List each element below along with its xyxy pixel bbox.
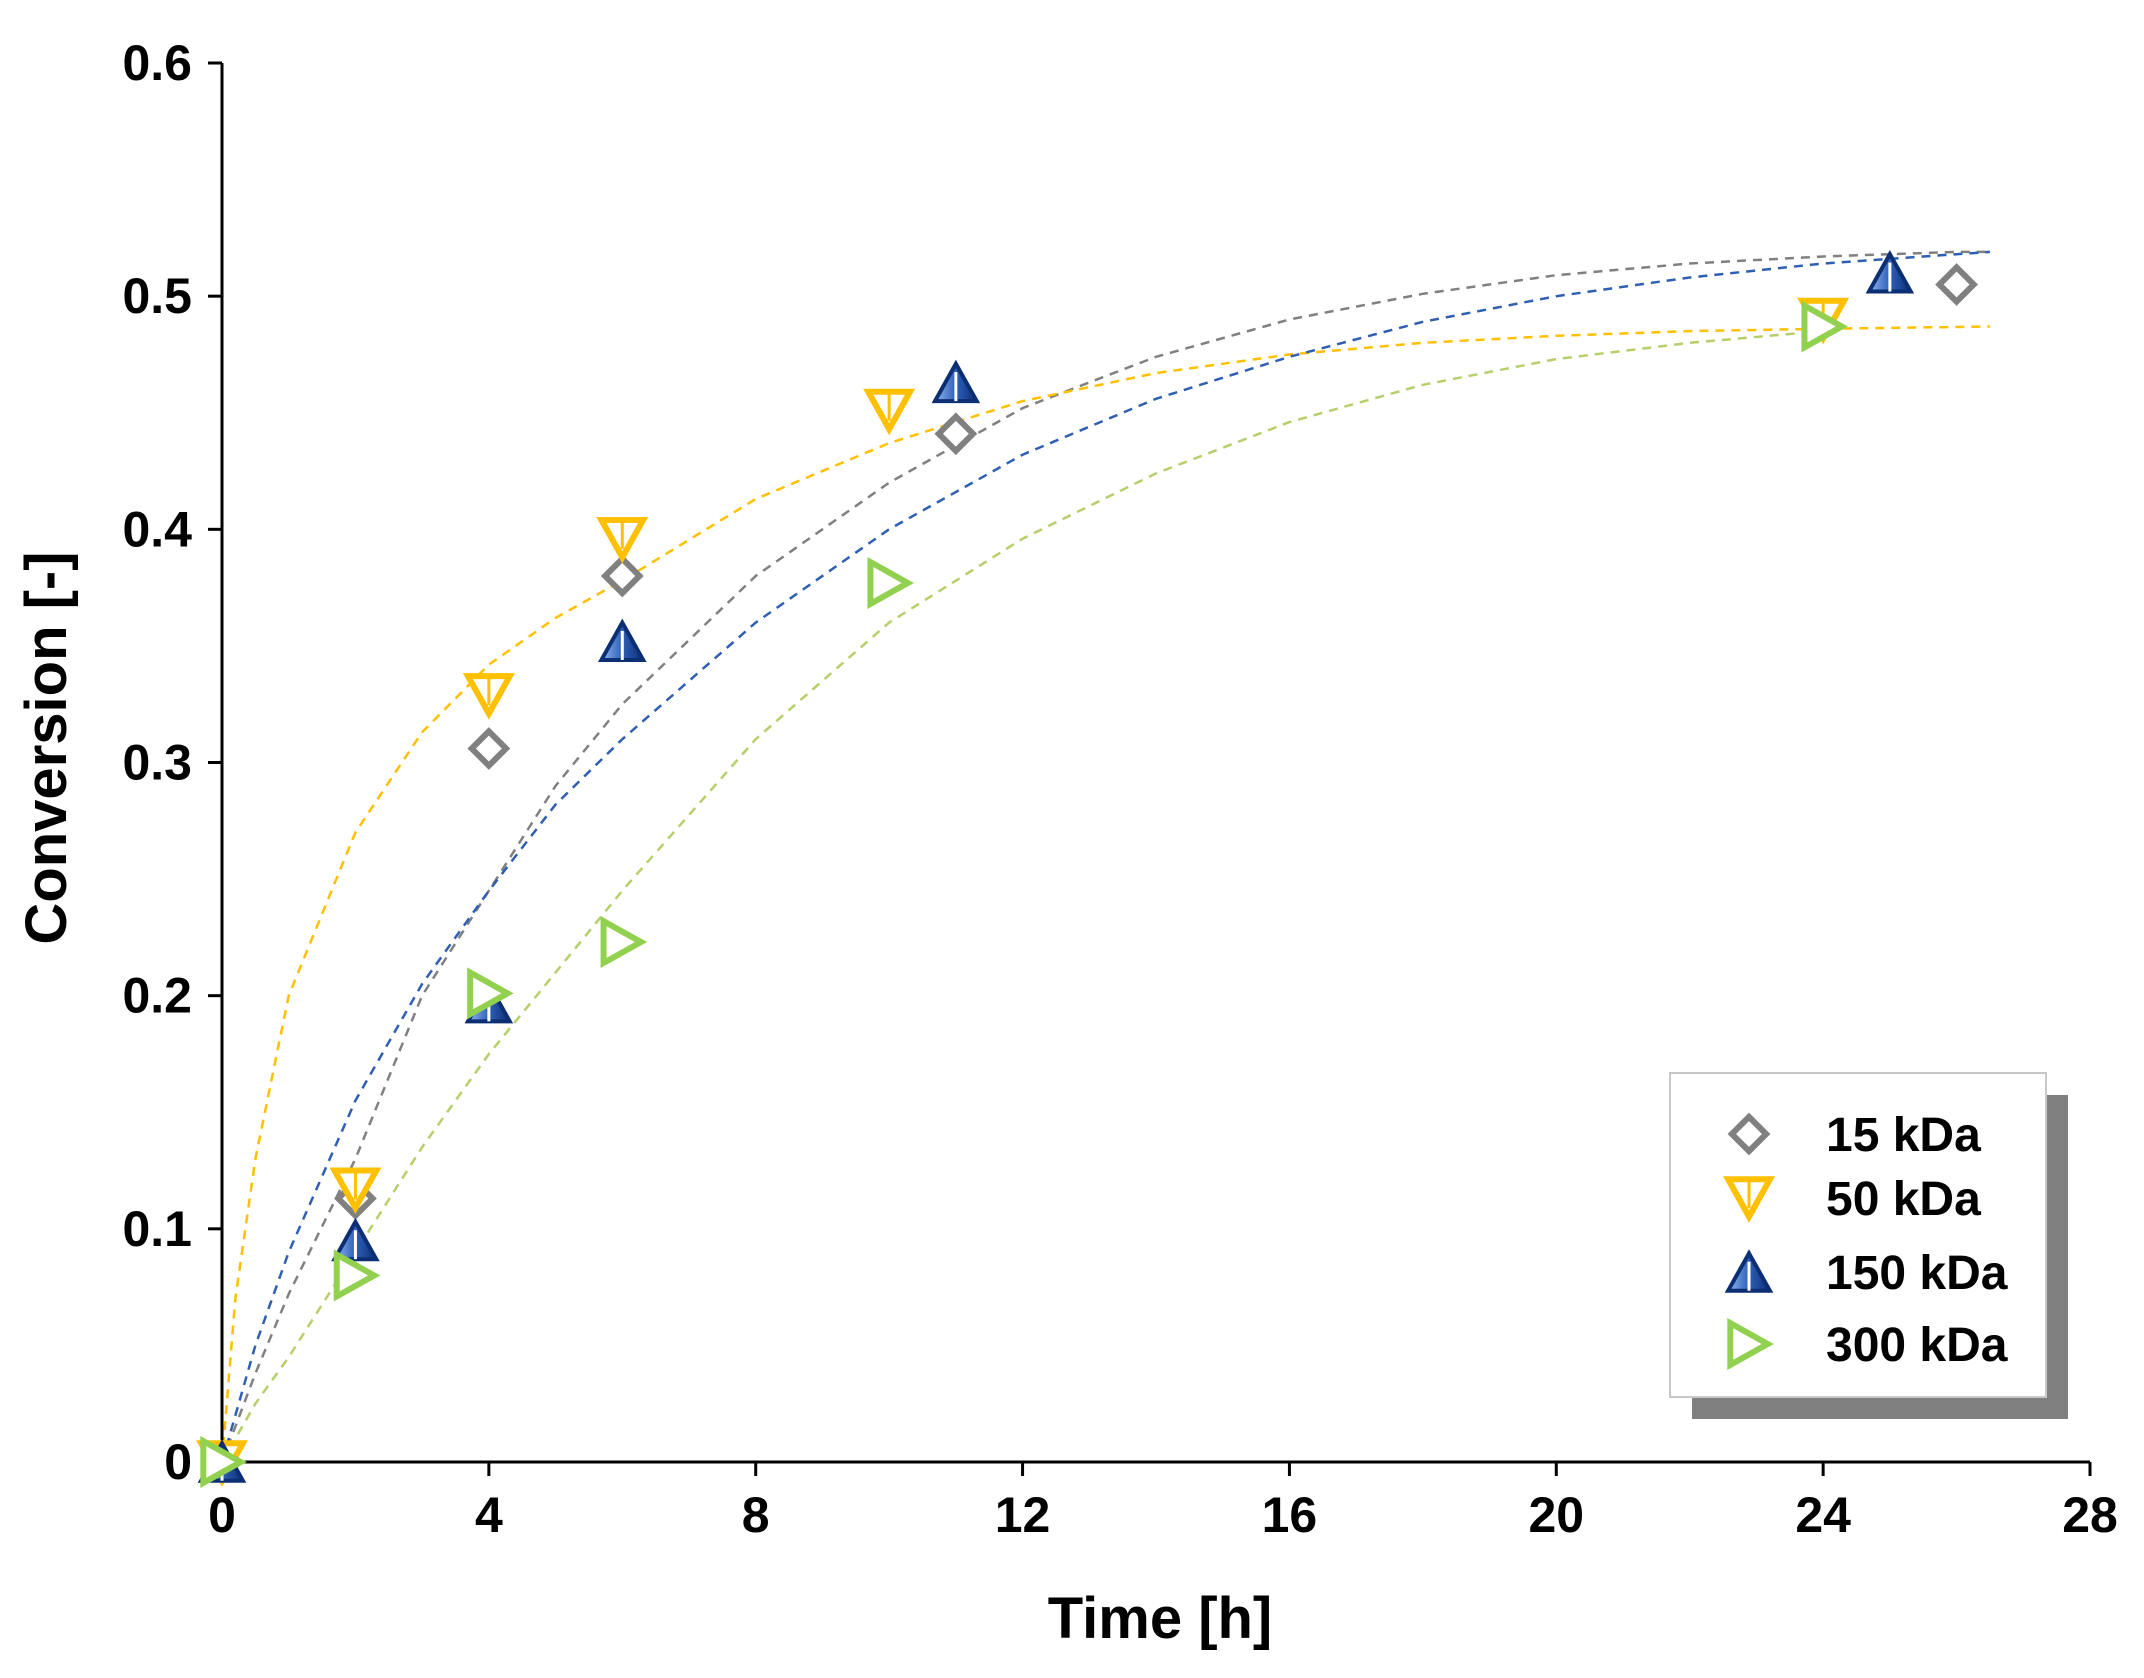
legend-marker-1 [1727,1112,1771,1156]
x-axis-title: Time [h] [1048,1586,1273,1651]
legend-label-4: 300 kDa [1826,1319,2008,1372]
data-point-series2 [863,388,916,436]
x-tick-label: 20 [1528,1487,1584,1543]
legend-marker-2 [1722,1176,1776,1223]
fit-curve-2 [220,325,1990,1463]
data-point-series4 [1801,300,1848,353]
data-point-series4 [467,967,514,1020]
x-tick-label: 0 [208,1487,236,1543]
y-tick-label: 0.2 [122,968,192,1024]
data-point-series1 [934,412,978,456]
y-tick-label: 0.6 [122,35,192,91]
y-tick-label: 0.5 [122,268,192,324]
x-tick-label: 16 [1262,1487,1318,1543]
fit-curve-1 [220,250,1990,1463]
y-tick-label: 0.3 [122,735,192,791]
data-point-series4 [333,1249,381,1302]
y-tick-label: 0 [164,1434,192,1490]
fit-curves [220,250,1990,1463]
data-point-series4 [200,1435,247,1489]
axes: 0 0.1 0.2 0.3 0.4 0.5 0.6 0 4 8 12 16 20 24 28 [122,35,2117,1543]
x-tick-label: 8 [742,1487,770,1543]
data-point-series1 [467,727,511,770]
legend-label-1: 15 kDa [1826,1109,1981,1162]
legend-label-3: 150 kDa [1826,1247,2008,1300]
data-point-series3 [1865,250,1915,294]
data-point-series2 [596,516,649,564]
data-point-series1 [600,554,644,598]
x-tick-label: 4 [475,1487,503,1543]
legend-label-2: 50 kDa [1826,1173,1981,1226]
x-tick-label: 24 [1795,1487,1851,1543]
data-point-series4 [600,916,648,969]
legend-marker-4 [1727,1317,1774,1371]
y-tick-label: 0.4 [122,501,192,557]
data-point-series4 [867,556,914,609]
data-point-series2 [462,673,515,720]
fit-curve-3 [220,250,1990,1463]
fit-curve-4 [220,329,1824,1463]
data-point-series2 [329,1167,382,1215]
data-point-series3 [931,359,981,404]
x-tick-label: 28 [2062,1487,2118,1543]
data-point-series3 [597,618,647,662]
data-point-series1 [1935,263,1978,306]
data-point-series3 [331,1217,380,1262]
y-tick-label: 0.1 [122,1201,192,1257]
data-markers [195,250,1978,1489]
y-axis-title: Conversion [-] [14,551,79,944]
legend-marker-3 [1724,1249,1774,1293]
legend: 15 kDa 50 kDa 150 kDa 300 kDa [1669,1072,2068,1419]
x-tick-label: 12 [995,1487,1051,1543]
